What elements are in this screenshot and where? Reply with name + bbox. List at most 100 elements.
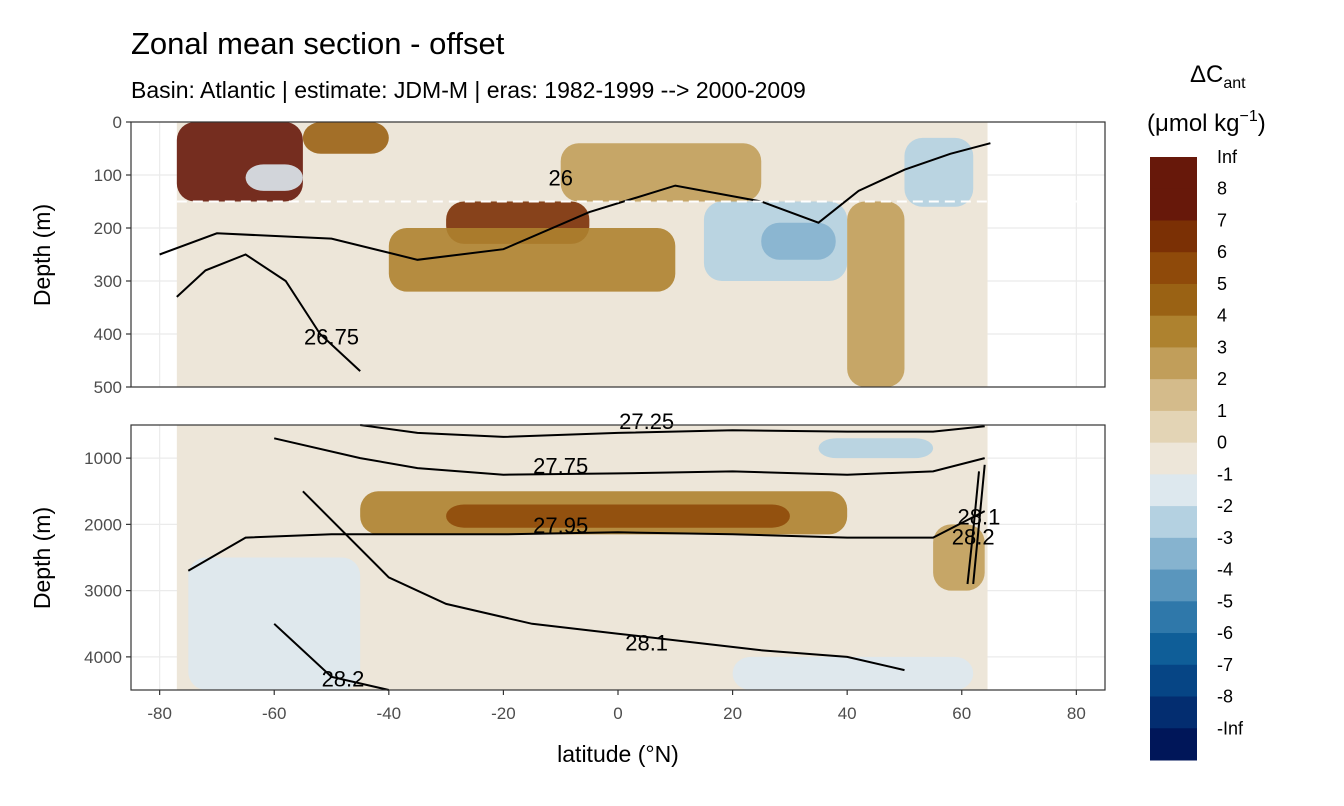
y-tick-label: 100: [94, 166, 122, 185]
x-tick-label: 0: [613, 704, 622, 723]
section-cell: [732, 656, 974, 690]
legend-label: -8: [1217, 687, 1233, 707]
contour-label: 27.25: [619, 409, 674, 434]
panel-border: [130, 121, 1106, 388]
isopycnal-contour: [360, 424, 985, 438]
isopycnal-contour: [273, 437, 985, 476]
x-tick-label: 20: [723, 704, 742, 723]
x-axis: -80 -60 -40 -20 0 20 40 60 80: [147, 690, 1086, 723]
y-tick-label: 2000: [84, 515, 122, 534]
contour-label: 27.95: [533, 513, 588, 538]
x-tick-label: -60: [262, 704, 287, 723]
legend-units-main: (μmol kg: [1147, 110, 1240, 137]
legend-label: -3: [1217, 528, 1233, 548]
section-cell: [245, 164, 303, 191]
section-cell: [188, 557, 361, 690]
section-cell: [847, 201, 905, 387]
contour-label: 28.2: [322, 667, 365, 692]
y-axis-label-lower: Depth (m): [29, 507, 55, 609]
legend-label: 2: [1217, 369, 1227, 389]
section-cell: [904, 137, 974, 207]
isopycnal-contour: [159, 142, 991, 261]
x-tick-label: -20: [491, 704, 516, 723]
y-tick-label: 300: [94, 272, 122, 291]
y-tick-label: 500: [94, 378, 122, 397]
y-tick-label: 200: [94, 219, 122, 238]
legend-bins: Inf 8 7 6 5 4 3 2 1 0 -1 -2 -3 -4 -5 -6 -7 -8 -Inf: [1150, 147, 1244, 761]
x-tick-label: 60: [952, 704, 971, 723]
legend-swatch: [1150, 157, 1197, 190]
legend-label: 5: [1217, 274, 1227, 294]
upper-panel: 26 26.75 0 100 200 300 400 500: [94, 113, 1106, 397]
legend-label: Inf: [1217, 147, 1238, 167]
legend-swatch: [1150, 347, 1197, 380]
y-tick-label: 1000: [84, 449, 122, 468]
section-cell: [818, 438, 934, 459]
legend-title-sub: ant: [1223, 75, 1246, 92]
legend-label: -1: [1217, 464, 1233, 484]
legend-swatch: [1150, 315, 1197, 348]
isopycnal-contour: [966, 471, 980, 585]
legend-swatch: [1150, 506, 1197, 539]
isopycnal-contour: [302, 490, 905, 672]
legend-label: 6: [1217, 242, 1227, 262]
contour-label: 27.75: [533, 453, 588, 478]
legend-label: 4: [1217, 306, 1227, 326]
isopycnal-contour: [176, 253, 361, 372]
legend-label: 0: [1217, 433, 1227, 453]
legend-swatch: [1150, 664, 1197, 698]
legend-label: 3: [1217, 337, 1227, 357]
legend-title-main: ΔC: [1190, 61, 1223, 88]
section-cell: [761, 222, 836, 260]
section-cell: [446, 504, 790, 528]
x-tick-label: -40: [377, 704, 402, 723]
contour-label: 28.1: [958, 504, 1001, 529]
legend-swatch: [1150, 696, 1197, 729]
x-tick-label: 40: [838, 704, 857, 723]
chart-subtitle: Basin: Atlantic | estimate: JDM-M | eras…: [131, 77, 806, 103]
x-tick-label: 80: [1067, 704, 1086, 723]
isopycnal-contour: [273, 623, 390, 691]
legend-swatch: [1150, 569, 1197, 602]
legend-label: -5: [1217, 591, 1233, 611]
legend-label: 7: [1217, 210, 1227, 230]
y-tick-label: 0: [113, 113, 122, 132]
x-tick-label: -80: [147, 704, 172, 723]
isopycnal-contour: [972, 464, 986, 585]
section-cell: [302, 122, 389, 154]
legend-swatch: [1150, 601, 1197, 634]
legend-swatch: [1150, 410, 1197, 444]
legend-label: -2: [1217, 496, 1233, 516]
legend-swatch: [1150, 220, 1197, 253]
legend-title: ΔCant: [1190, 61, 1246, 92]
legend-swatch: [1150, 188, 1197, 221]
legend-label: 8: [1217, 179, 1227, 199]
legend-swatch: [1150, 728, 1197, 761]
legend-units-end: ): [1258, 110, 1266, 137]
legend-units-sup: −1: [1240, 108, 1258, 125]
y-axis-label-upper: Depth (m): [29, 204, 55, 306]
legend-swatch: [1150, 537, 1197, 571]
legend-swatch: [1150, 633, 1197, 666]
legend-swatch: [1150, 442, 1197, 475]
legend-label: -4: [1217, 560, 1233, 580]
isopycnal-contour: [187, 510, 986, 572]
y-tick-label: 4000: [84, 648, 122, 667]
chart-title: Zonal mean section - offset: [131, 26, 505, 61]
legend-label: -6: [1217, 623, 1233, 643]
legend-label: -Inf: [1217, 718, 1244, 738]
contour-label: 26.75: [304, 325, 359, 350]
legend-label: -7: [1217, 655, 1233, 675]
legend-label: 1: [1217, 401, 1227, 421]
section-cell: [388, 228, 676, 292]
legend-swatch: [1150, 252, 1197, 285]
contour-label: 28.1: [625, 630, 668, 655]
lower-panel: 27.2527.7527.9528.128.228.128.2100020003…: [84, 409, 1106, 692]
legend: ΔCant (μmol kg−1) Inf 8 7 6 5 4 3 2 1 0 -1 -2 -3 -4 -5…: [1147, 61, 1266, 761]
section-cell: [560, 143, 762, 202]
x-axis-label: latitude (°N): [557, 741, 679, 767]
contour-label: 28.2: [952, 524, 995, 549]
contour-label: 26: [548, 166, 572, 191]
legend-units: (μmol kg−1): [1147, 108, 1266, 137]
